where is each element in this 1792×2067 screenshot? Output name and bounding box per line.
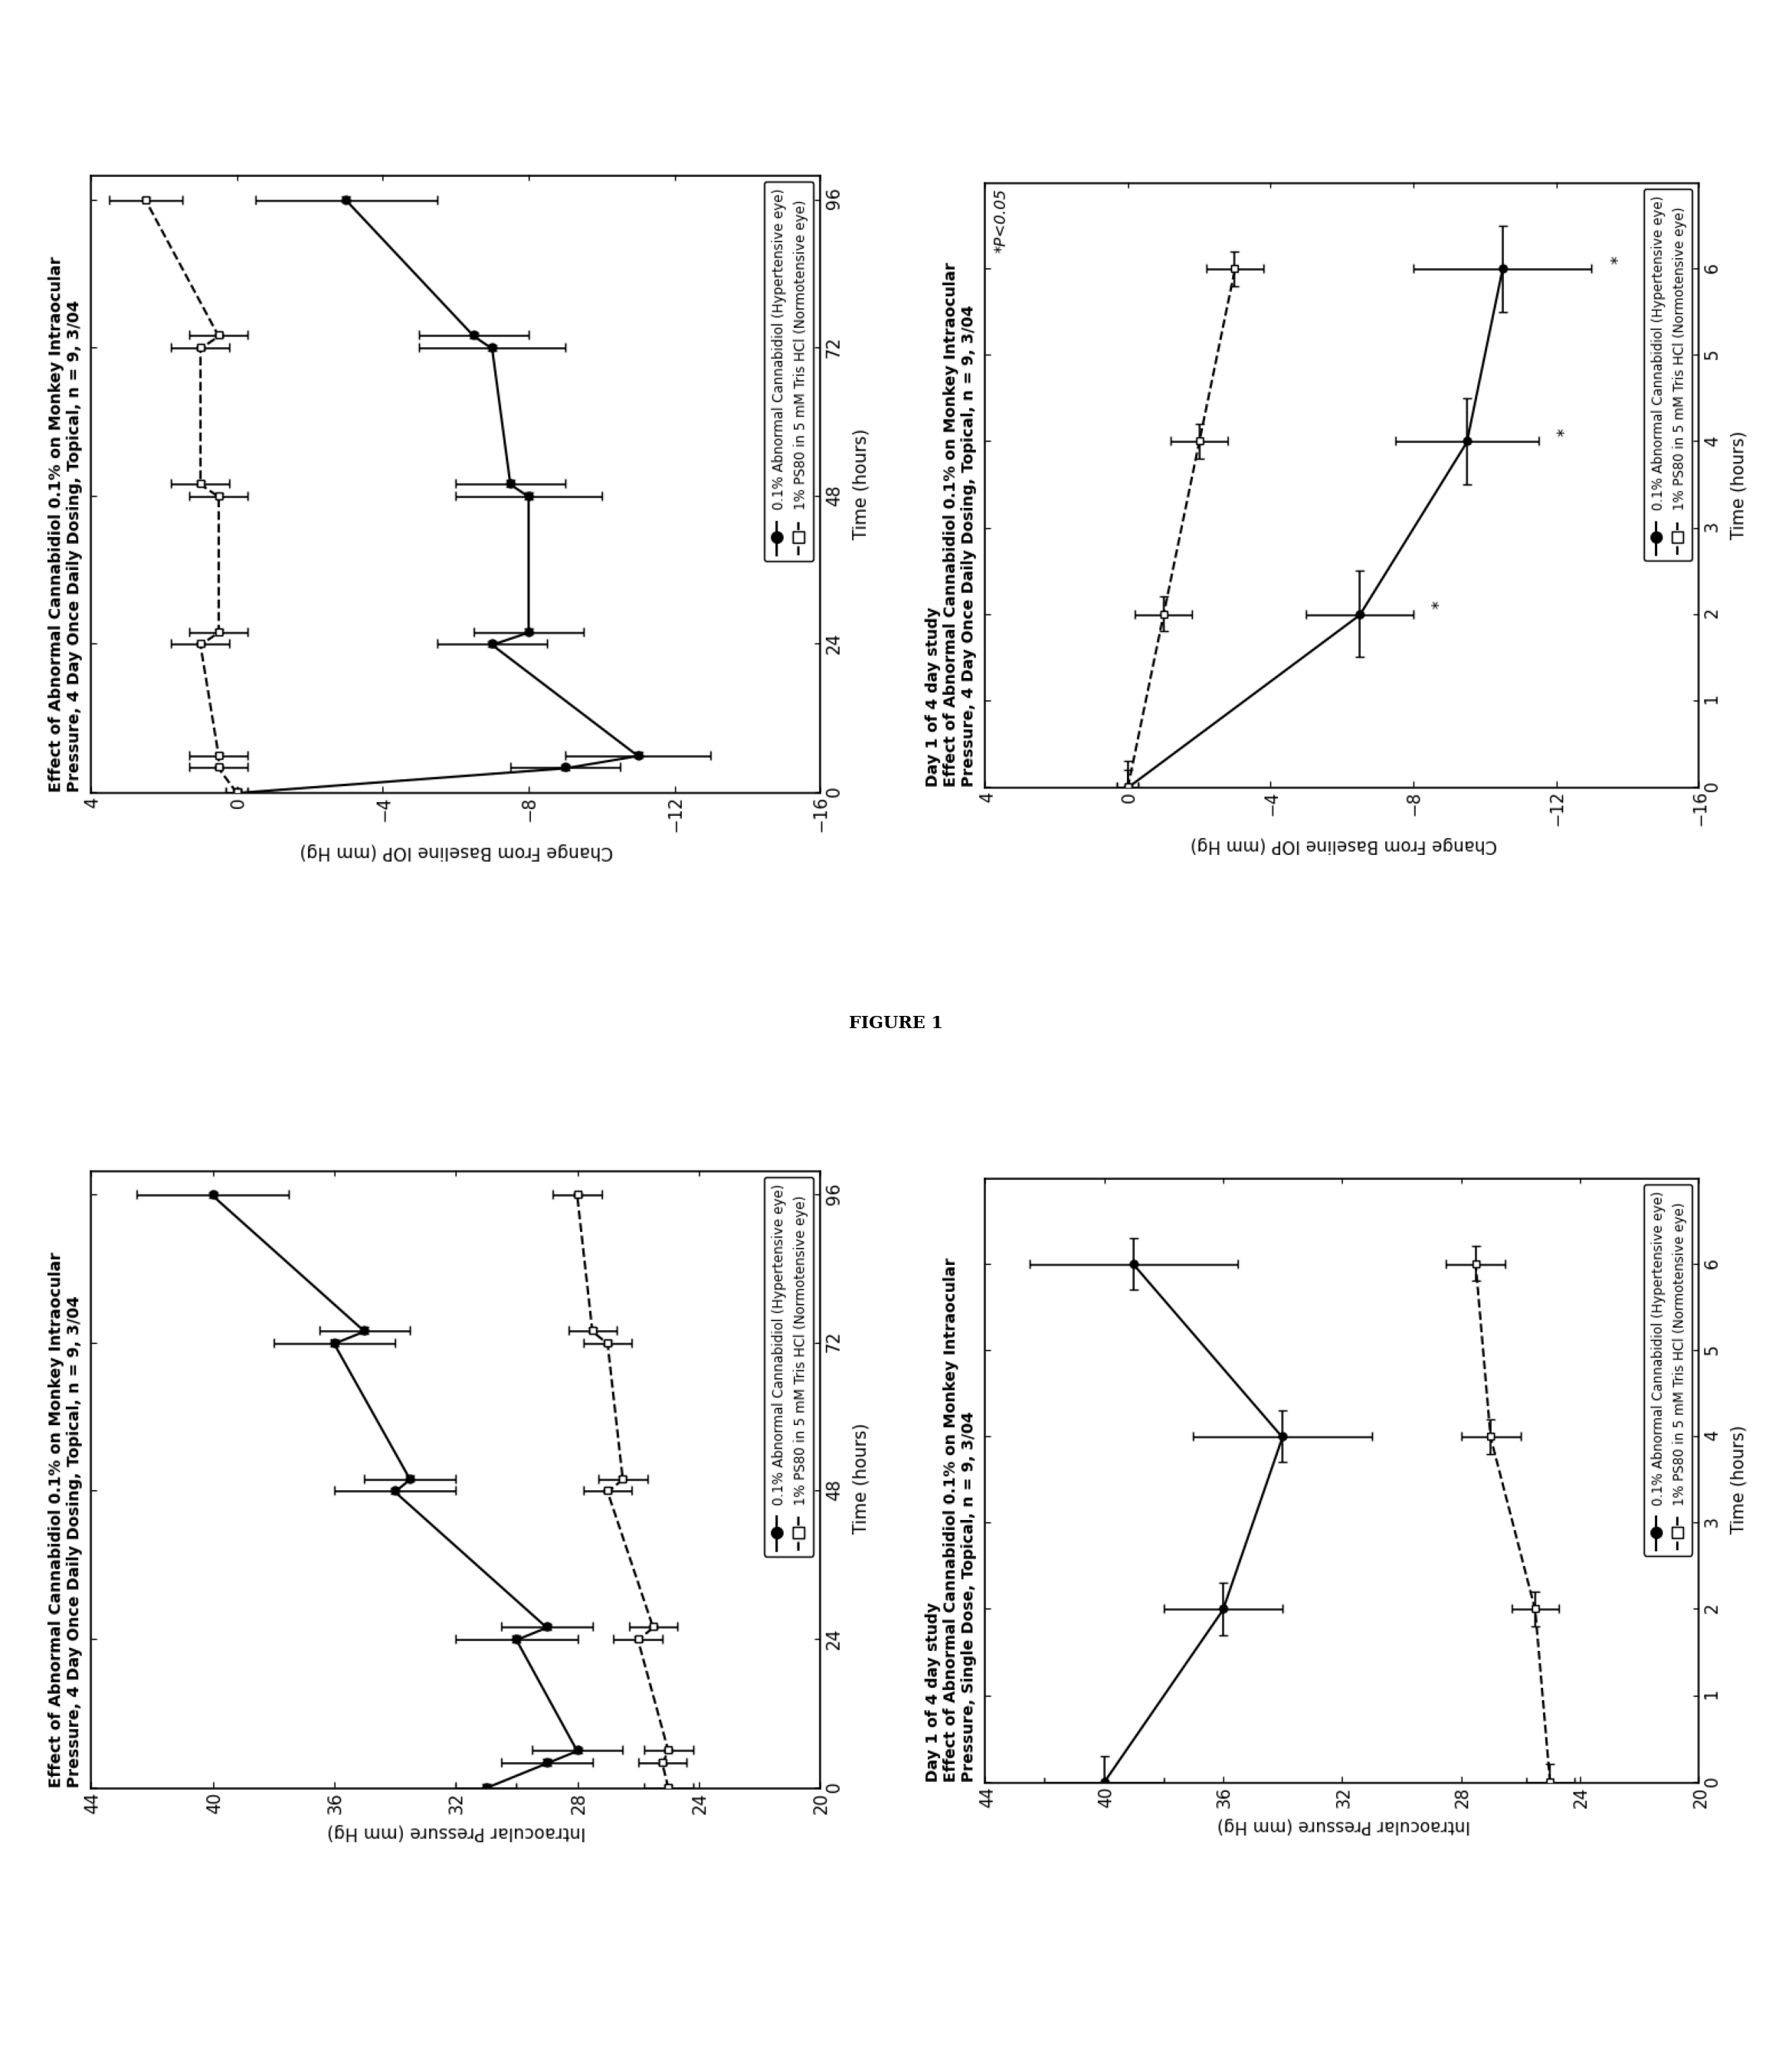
Text: FIGURE 1: FIGURE 1 bbox=[849, 1015, 943, 1031]
